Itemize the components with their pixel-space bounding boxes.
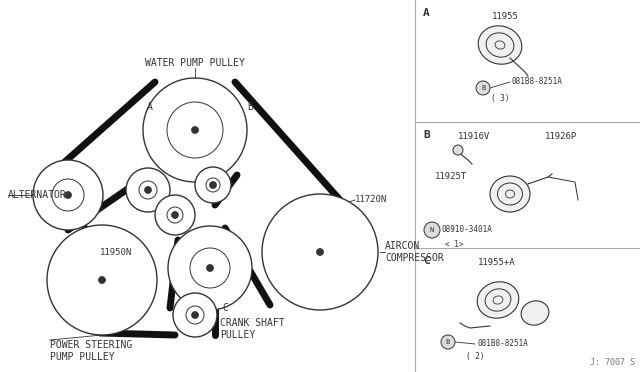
Circle shape <box>126 168 170 212</box>
Text: 11955: 11955 <box>492 12 518 21</box>
Circle shape <box>209 182 216 189</box>
Circle shape <box>453 145 463 155</box>
Circle shape <box>317 248 323 256</box>
Circle shape <box>262 194 378 310</box>
Text: C: C <box>222 303 228 313</box>
Text: 081B8-8251A: 081B8-8251A <box>477 340 528 349</box>
Circle shape <box>441 335 455 349</box>
Text: B: B <box>247 102 253 112</box>
Text: < 1>: < 1> <box>445 240 463 249</box>
Circle shape <box>173 293 217 337</box>
Text: C: C <box>423 256 429 266</box>
Ellipse shape <box>478 26 522 64</box>
Circle shape <box>195 167 231 203</box>
Text: ALTERNATOR: ALTERNATOR <box>8 190 67 200</box>
Ellipse shape <box>521 301 549 325</box>
Text: POWER STEERING
PUMP PULLEY: POWER STEERING PUMP PULLEY <box>50 340 132 362</box>
Ellipse shape <box>477 282 519 318</box>
Text: A: A <box>147 102 153 112</box>
Text: B: B <box>481 85 485 91</box>
Circle shape <box>99 276 106 283</box>
Text: J: 7007 S: J: 7007 S <box>590 358 635 367</box>
Circle shape <box>172 212 179 218</box>
Circle shape <box>191 311 198 318</box>
Text: AIRCON
COMPRESSOR: AIRCON COMPRESSOR <box>385 241 444 263</box>
Text: CRANK SHAFT
PULLEY: CRANK SHAFT PULLEY <box>220 318 285 340</box>
Circle shape <box>424 222 440 238</box>
Ellipse shape <box>490 176 530 212</box>
Text: 11955+A: 11955+A <box>478 258 516 267</box>
Text: A: A <box>423 8 429 18</box>
Text: 11926P: 11926P <box>545 132 577 141</box>
Circle shape <box>155 195 195 235</box>
Circle shape <box>476 81 490 95</box>
Text: N: N <box>430 227 434 233</box>
Text: 11916V: 11916V <box>458 132 490 141</box>
Circle shape <box>47 225 157 335</box>
Circle shape <box>145 186 152 193</box>
Circle shape <box>143 78 247 182</box>
Text: 081B8-8251A: 081B8-8251A <box>512 77 563 87</box>
Circle shape <box>207 264 214 272</box>
Text: 11950N: 11950N <box>100 248 132 257</box>
Circle shape <box>65 192 72 199</box>
Text: ( 2): ( 2) <box>466 352 484 361</box>
Text: ( 3): ( 3) <box>491 94 509 103</box>
Text: B: B <box>446 339 450 345</box>
Text: WATER PUMP PULLEY: WATER PUMP PULLEY <box>145 58 245 68</box>
Circle shape <box>168 226 252 310</box>
Text: 11720N: 11720N <box>355 196 387 205</box>
Circle shape <box>191 126 198 134</box>
Text: B: B <box>423 130 429 140</box>
Text: 08910-3401A: 08910-3401A <box>442 225 493 234</box>
Text: 11925T: 11925T <box>435 172 467 181</box>
Circle shape <box>33 160 103 230</box>
